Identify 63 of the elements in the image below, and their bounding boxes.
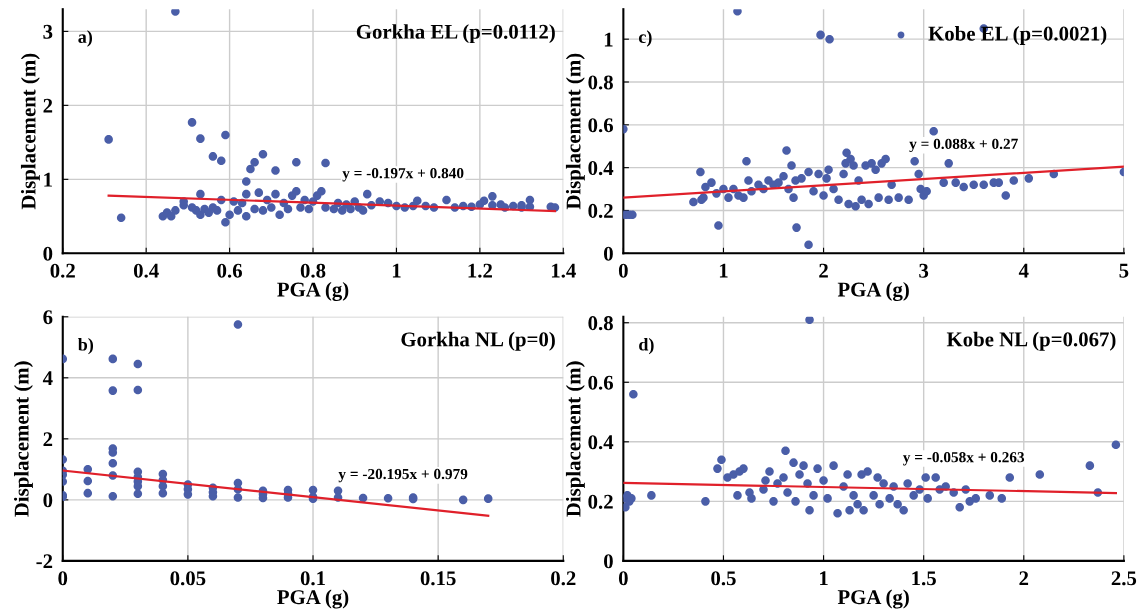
x-tick-label: 0 [618, 263, 628, 278]
y-axis-title: Displacement (m) [14, 361, 33, 517]
annotation: c) [638, 30, 652, 47]
x-axis-title: PGA (g) [837, 281, 909, 301]
y-tick-label: 0.4 [588, 435, 614, 450]
x-tick-label: 2 [1019, 571, 1029, 586]
y-tick-label: 0 [604, 554, 613, 569]
x-tick-label: 0.1 [300, 571, 325, 586]
y-tick-label: 3 [43, 24, 53, 39]
annotation: b) [78, 337, 94, 355]
x-tick-label: 3 [919, 263, 929, 278]
y-tick-label: 2 [43, 98, 53, 113]
x-axis-title: PGA (g) [837, 589, 909, 609]
x-tick-label: 1 [820, 571, 828, 586]
y-tick-label: 0.8 [588, 75, 613, 90]
x-tick-label: 1.5 [912, 571, 936, 586]
y-tick-label: 0.2 [588, 203, 613, 219]
annotation: y = -20.195x + 0.979 [338, 468, 468, 483]
y-tick-label: 0.4 [588, 161, 614, 176]
x-tick-label: 0 [58, 571, 68, 586]
x-axis-title: PGA (g) [277, 281, 349, 301]
x-tick-label: 1 [719, 263, 728, 278]
x-tick-label: 1.4 [551, 263, 576, 278]
y-tick-label: 4 [42, 371, 53, 386]
y-tick-label: 6 [43, 310, 53, 325]
x-tick-label: 2.5 [1111, 571, 1137, 586]
x-tick-label: 2 [819, 263, 828, 278]
x-tick-label: 1 [392, 263, 401, 278]
x-tick-label: 5 [1119, 263, 1129, 278]
y-tick-label: 2 [43, 432, 53, 447]
y-axis-title: Displacement (m) [565, 53, 585, 210]
annotation: y = -0.197x + 0.840 [342, 167, 464, 182]
y-tick-label: 0.6 [588, 375, 614, 390]
x-tick-label: 1.2 [468, 263, 492, 278]
x-tick-label: 0.8 [300, 263, 326, 278]
text: Kobe NL (p=0.067) [946, 331, 1116, 351]
y-tick-label: 1 [44, 172, 52, 187]
y-tick-label: 0 [43, 493, 53, 508]
legend-label: Kobe EL (p=0.0021) [928, 25, 1107, 45]
annotation: y = 0.088x + 0.27 [909, 138, 1018, 153]
y-tick-label: 0 [43, 246, 53, 261]
x-tick-label: 4 [1018, 263, 1029, 278]
x-axis-title: PGA (g) [277, 589, 349, 609]
y-axis-title: Displacement (m) [565, 361, 585, 517]
y-tick-label: 1 [604, 32, 613, 47]
x-tick-label: 0.5 [711, 571, 736, 586]
annotation: d) [639, 337, 654, 355]
text: Gorkha NL (p=0) [401, 331, 555, 351]
x-tick-label: 0.05 [170, 571, 206, 586]
annotation: a) [78, 30, 93, 47]
y-tick-label: -2 [36, 554, 53, 569]
y-tick-label: 0.8 [588, 316, 613, 331]
x-tick-label: 0.2 [551, 571, 576, 586]
x-tick-label: 0.15 [420, 571, 456, 586]
y-tick-label: 0 [604, 246, 613, 261]
x-tick-label: 0.4 [133, 263, 159, 278]
x-tick-label: 0 [618, 571, 628, 586]
text: Gorkha EL (p=0.0112) [356, 24, 555, 44]
y-tick-label: 0.6 [588, 118, 614, 133]
y-axis-title: Displacement (m) [20, 53, 40, 210]
y-tick-label: 0.2 [588, 494, 613, 509]
x-tick-label: 0.6 [217, 263, 243, 278]
annotation: y = -0.058x + 0.263 [902, 452, 1025, 466]
